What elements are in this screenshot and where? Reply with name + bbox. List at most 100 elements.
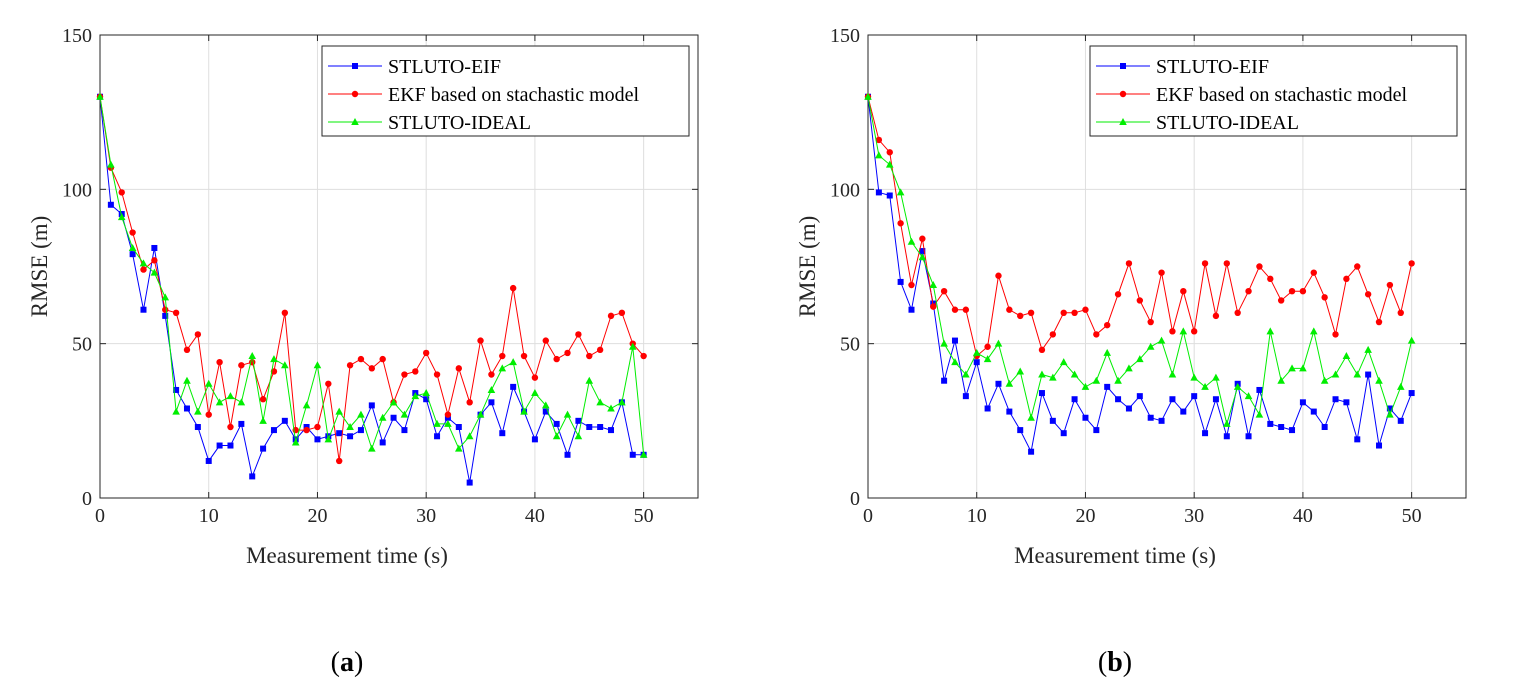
data-point (1255, 410, 1264, 418)
panel-caption: (b) (1098, 647, 1132, 678)
data-point (531, 389, 539, 397)
data-point (422, 389, 430, 397)
data-point (1408, 260, 1415, 267)
data-point (466, 399, 473, 406)
data-point (291, 438, 300, 446)
data-point (357, 355, 365, 363)
data-point (1212, 373, 1220, 381)
data-point (400, 410, 409, 418)
data-point (1353, 370, 1362, 378)
data-point (194, 424, 201, 431)
y-tick-label: 150 (62, 25, 92, 47)
data-point (1168, 370, 1177, 378)
data-point (162, 306, 169, 313)
y-tick-label: 100 (62, 179, 92, 201)
data-point (237, 398, 246, 406)
data-point (640, 352, 647, 360)
data-point (368, 365, 376, 372)
data-point (313, 361, 322, 369)
data-point (1070, 370, 1079, 378)
data-point (951, 306, 959, 313)
data-point (1158, 269, 1165, 276)
data-point (476, 410, 485, 418)
data-point (1376, 442, 1383, 449)
data-point (1115, 396, 1122, 403)
legend-marker (1119, 118, 1127, 125)
data-point (1396, 382, 1405, 390)
data-point (607, 404, 615, 412)
data-point (1202, 430, 1209, 437)
data-point (1343, 275, 1350, 283)
data-point (520, 407, 528, 415)
data-point (1017, 312, 1024, 320)
data-point (314, 423, 321, 431)
data-point (498, 364, 507, 372)
y-tick-label: 50 (72, 334, 92, 356)
x-tick-label: 10 (967, 505, 987, 527)
data-point (433, 371, 441, 378)
y-tick-label: 100 (830, 179, 860, 201)
data-point (259, 416, 267, 424)
data-point (357, 427, 364, 434)
data-point (1233, 382, 1242, 390)
data-point (1136, 355, 1144, 363)
data-point (183, 405, 190, 412)
data-point (1364, 345, 1372, 353)
data-point (618, 398, 626, 406)
data-point (270, 355, 278, 363)
data-point (1059, 358, 1068, 366)
data-point (1267, 275, 1274, 283)
data-point (1060, 430, 1067, 437)
x-tick-label: 50 (634, 505, 654, 527)
data-point (1343, 399, 1350, 406)
data-point (875, 151, 883, 159)
data-point (531, 436, 538, 443)
data-point (1267, 420, 1274, 427)
data-point (1081, 382, 1090, 390)
data-point (1234, 309, 1241, 316)
data-point (281, 309, 289, 316)
data-point (1299, 399, 1306, 406)
data-point (216, 358, 223, 366)
data-point (1038, 370, 1046, 378)
data-point (139, 259, 148, 267)
data-point (259, 396, 267, 403)
data-point (940, 287, 948, 295)
data-point (378, 413, 387, 421)
data-point (553, 355, 560, 363)
data-point (477, 337, 484, 344)
data-point (1038, 390, 1045, 397)
data-point (1266, 327, 1275, 335)
legend-label: EKF based on stachastic model (1156, 84, 1407, 106)
data-point (423, 396, 430, 403)
data-point (205, 411, 212, 418)
data-point (1038, 346, 1046, 354)
axes-box (867, 34, 1467, 499)
legend-label: STLUTO-IDEAL (388, 112, 531, 134)
data-point (629, 451, 636, 458)
data-point (1005, 379, 1014, 387)
y-tick-label: 0 (850, 488, 860, 510)
y-axis-title: RMSE (m) (27, 216, 52, 318)
data-point (412, 368, 419, 375)
data-point (564, 451, 571, 458)
data-point (972, 348, 981, 356)
data-point (510, 383, 517, 390)
data-point (875, 189, 882, 196)
data-point (499, 430, 506, 437)
data-point (1114, 376, 1122, 384)
x-tick-label: 0 (95, 505, 105, 527)
data-point (1223, 260, 1230, 267)
data-point (194, 331, 202, 338)
data-point (1169, 328, 1176, 335)
data-point (1180, 287, 1187, 295)
data-point (1299, 364, 1307, 372)
data-point (1125, 405, 1132, 412)
data-point (411, 392, 420, 400)
data-point (531, 374, 539, 381)
data-point (1375, 318, 1383, 326)
y-tick-label: 0 (82, 488, 92, 510)
data-point (215, 398, 224, 406)
data-point (1201, 382, 1209, 390)
data-point (1278, 424, 1285, 431)
